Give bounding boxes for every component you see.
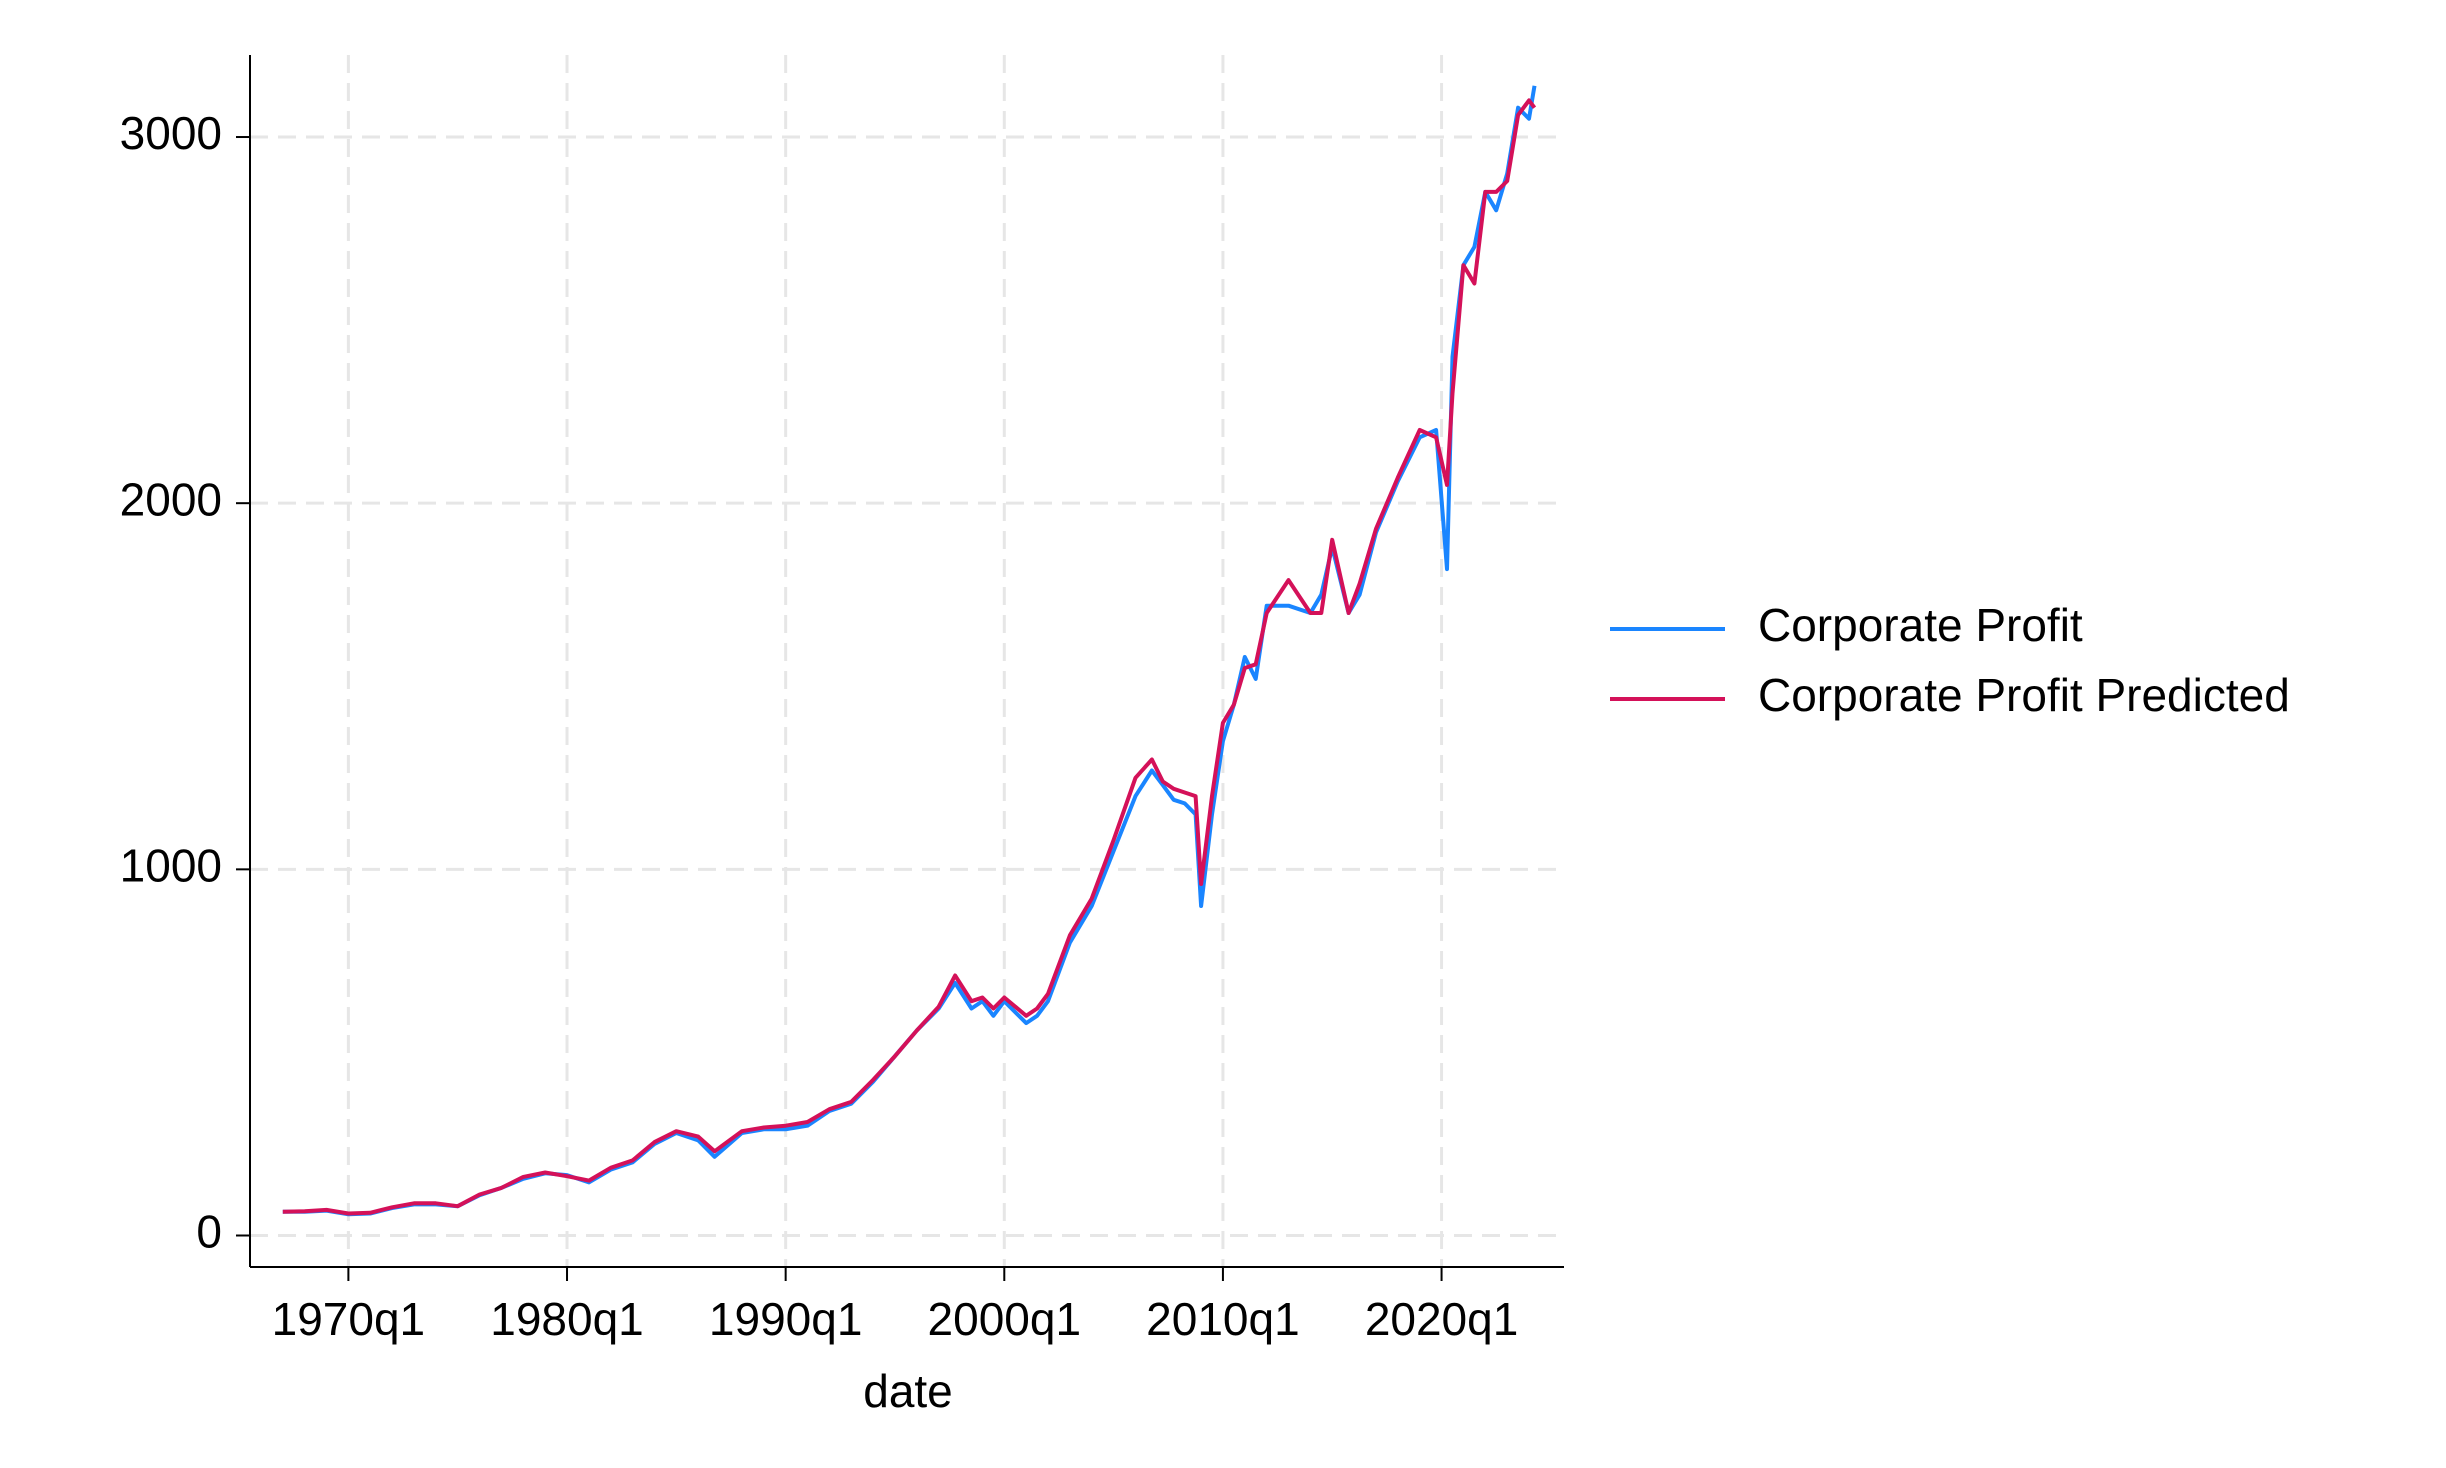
- y-tick-label: 3000: [120, 107, 222, 159]
- y-tick-label: 1000: [120, 840, 222, 892]
- x-tick-label: 1970q1: [272, 1293, 426, 1345]
- data-line: [282, 85, 1537, 1217]
- data-line: [282, 98, 1537, 1216]
- y-tick-label: 2000: [120, 473, 222, 525]
- x-axis-label: date: [863, 1365, 953, 1417]
- legend-label: Corporate Profit Predicted: [1758, 669, 2290, 721]
- x-tick-label: 2000q1: [928, 1293, 1082, 1345]
- y-tick-label: 0: [196, 1206, 222, 1258]
- x-tick-label: 2010q1: [1146, 1293, 1300, 1345]
- x-tick-label: 1980q1: [490, 1293, 644, 1345]
- x-tick-label: 1990q1: [709, 1293, 863, 1345]
- x-tick-label: 2020q1: [1365, 1293, 1519, 1345]
- legend-label: Corporate Profit: [1758, 599, 2083, 651]
